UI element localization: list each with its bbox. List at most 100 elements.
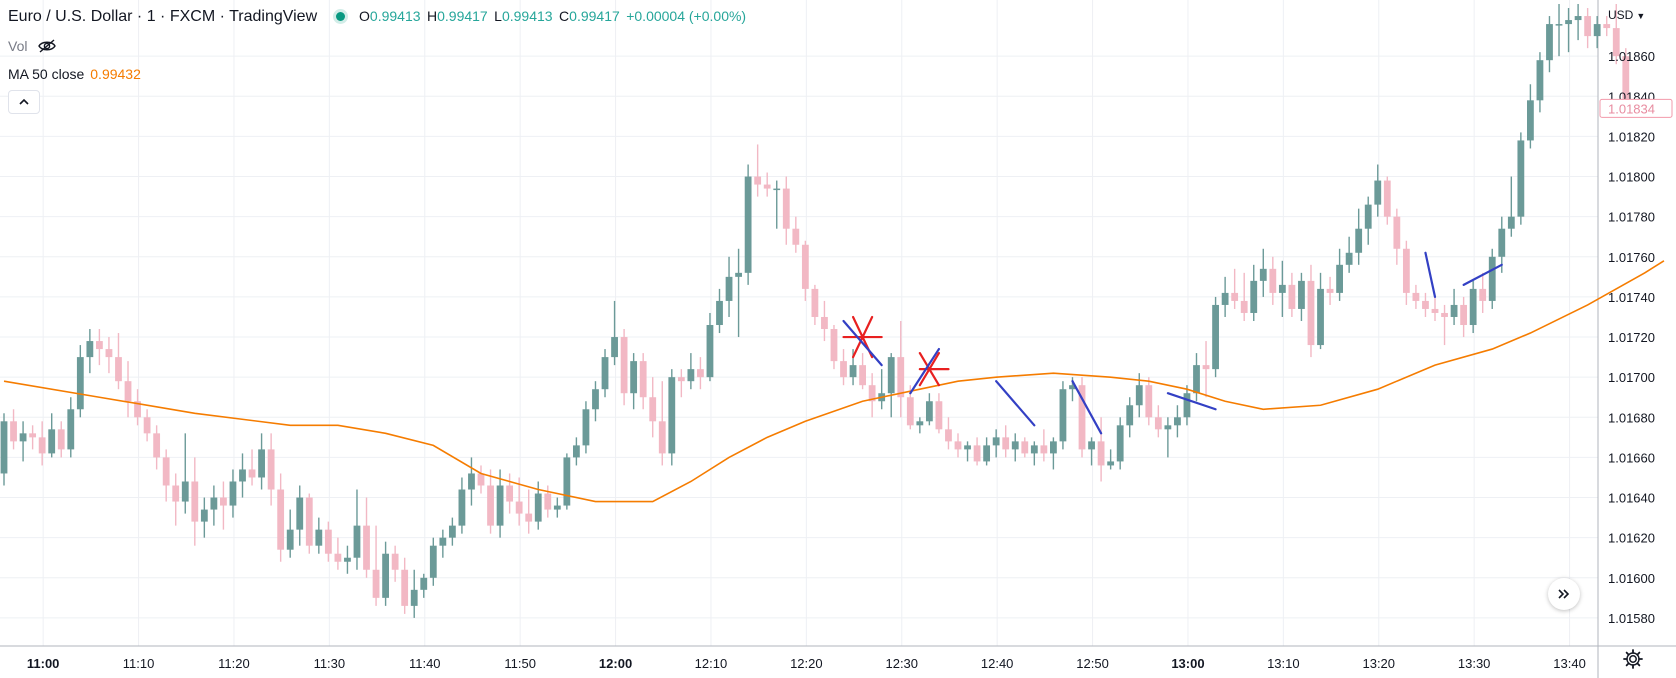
ohlc-high-value: 0.99417 — [437, 8, 488, 24]
candle-body — [0, 421, 8, 474]
candle-up — [420, 573, 428, 598]
candle-body — [1345, 252, 1353, 265]
candle-body — [1259, 268, 1267, 281]
blue-line-annotation — [909, 347, 941, 395]
candle-up — [1364, 196, 1372, 245]
grid-lines — [0, 0, 1598, 646]
candle-down — [525, 489, 533, 534]
candle-up — [1011, 433, 1019, 462]
time-tick-label: 13:20 — [1362, 656, 1395, 671]
candle-body — [420, 577, 428, 590]
candle-down — [1431, 296, 1439, 321]
candle-body — [1383, 180, 1391, 217]
candle-body — [973, 445, 981, 462]
candle-up — [1193, 353, 1200, 402]
candle-body — [1584, 16, 1592, 37]
candle-body — [754, 176, 762, 185]
candle-down — [143, 409, 151, 442]
ohlc-high-key: H — [426, 8, 438, 24]
collapse-legend-button[interactable] — [8, 90, 40, 114]
candle-up — [1050, 437, 1057, 470]
candle-body — [544, 493, 552, 510]
candle-body — [1460, 304, 1468, 326]
candle-up — [1498, 216, 1506, 273]
candle-body — [687, 369, 695, 382]
candle-body — [887, 357, 895, 394]
candle-up — [286, 509, 294, 558]
candle-body — [248, 469, 256, 478]
candle-body — [363, 525, 370, 570]
candle-body — [945, 429, 952, 442]
candle-up — [1126, 397, 1134, 438]
candle-down — [840, 349, 847, 386]
candle-up — [1574, 4, 1582, 41]
candle-down — [334, 537, 342, 570]
candle-body — [1145, 385, 1153, 418]
candle-body — [506, 485, 514, 502]
candle-down — [1288, 272, 1296, 317]
candles — [0, 4, 1630, 618]
candle-down — [1479, 272, 1487, 313]
currency-selector[interactable]: USD ▼ — [1608, 8, 1645, 22]
candle-up — [1278, 260, 1286, 317]
candle-up — [429, 537, 437, 586]
candle-body — [1527, 100, 1534, 141]
gear-icon[interactable] — [1622, 648, 1644, 670]
candle-body — [630, 361, 638, 394]
candle-up — [1116, 417, 1124, 470]
candle-body — [1078, 385, 1086, 450]
candle-body — [458, 489, 466, 526]
candle-up — [916, 417, 924, 434]
double-chevron-right-icon — [1558, 589, 1570, 599]
candle-body — [86, 341, 94, 358]
candle-down — [96, 329, 103, 366]
time-tick-label: 12:50 — [1076, 656, 1109, 671]
red-cross-annotation — [842, 315, 883, 359]
candle-down — [954, 433, 962, 458]
candle-down — [29, 425, 37, 450]
candle-down — [697, 357, 704, 390]
annotation-stroke — [1462, 263, 1503, 286]
candle-body — [1612, 28, 1620, 57]
candle-up — [1250, 264, 1258, 321]
candle-body — [57, 429, 65, 450]
ma50-line — [3, 260, 1665, 503]
price-tick-label: 1.01720 — [1608, 330, 1655, 345]
candle-up — [210, 485, 218, 526]
time-tick-label: 13:40 — [1553, 656, 1586, 671]
candle-up — [878, 369, 886, 410]
candle-down — [401, 557, 409, 614]
eye-off-icon[interactable] — [37, 38, 57, 54]
candle-body — [391, 553, 399, 570]
candle-body — [763, 184, 771, 189]
candle-body — [725, 276, 733, 301]
candle-up — [1355, 208, 1363, 265]
annotation-stroke — [1071, 380, 1103, 435]
candle-up — [1164, 417, 1172, 458]
candle-body — [305, 497, 313, 546]
scroll-to-realtime-button[interactable] — [1548, 578, 1580, 610]
candle-up — [1536, 52, 1544, 113]
candle-body — [172, 485, 180, 502]
candle-body — [553, 505, 561, 510]
candle-down — [477, 465, 485, 494]
candle-down — [821, 300, 828, 342]
candle-down — [38, 421, 46, 466]
candle-body — [906, 397, 914, 426]
candle-body — [1021, 441, 1029, 454]
time-tick-label: 13:00 — [1171, 656, 1204, 671]
candle-body — [1212, 304, 1219, 370]
candle-up — [1317, 272, 1324, 350]
candle-up — [1183, 385, 1191, 426]
candle-up — [468, 457, 475, 506]
price-tick-label: 1.01760 — [1608, 250, 1655, 265]
candle-body — [620, 337, 628, 394]
candle-body — [105, 349, 113, 358]
candle-up — [448, 517, 456, 546]
candle-up — [1555, 4, 1563, 57]
currency-label: USD — [1608, 8, 1634, 22]
ma-label: MA 50 close — [8, 66, 85, 82]
candle-up — [86, 329, 94, 374]
candle-down — [153, 425, 161, 470]
